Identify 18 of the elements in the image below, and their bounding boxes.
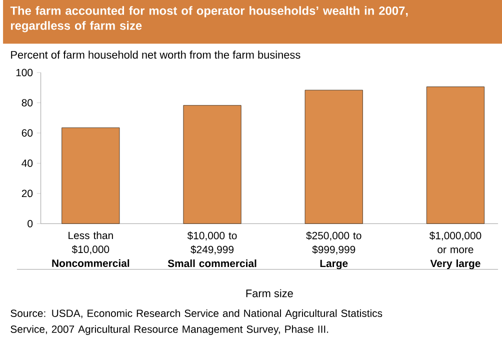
y-tick-label: 80 <box>22 99 33 107</box>
y-tick-label: 20 <box>22 190 33 198</box>
x-tick-label: Less than $10,000 Noncommercial <box>52 231 130 267</box>
x-tick-label: $250,000 to $999,999 Large <box>306 232 362 270</box>
bar <box>62 128 120 224</box>
bar <box>426 86 484 224</box>
x-axis-title: Farm size <box>246 289 293 298</box>
chart-title: The farm accounted for most of operator households’ wealth in 2007, regardless of farm size <box>10 6 408 32</box>
chart-subtitle: Percent of farm household net worth from the farm business <box>11 50 300 59</box>
y-tick-label: 40 <box>22 160 33 167</box>
source-note: Source: USDA, Economic Research Service and National Agricultural Statistics Service, 2007 Agricultural Resource Management Survey, Phase III. <box>10 309 382 335</box>
x-tick-label: $1,000,000 or more Very large <box>429 232 482 270</box>
y-tick-label: 60 <box>22 129 33 137</box>
x-tick-label: $10,000 to $249,999 Small commercial <box>168 232 256 268</box>
bar <box>304 90 363 224</box>
y-tick-label: 0 <box>28 220 33 228</box>
y-tick-label: 100 <box>16 68 33 76</box>
bar <box>183 105 242 224</box>
